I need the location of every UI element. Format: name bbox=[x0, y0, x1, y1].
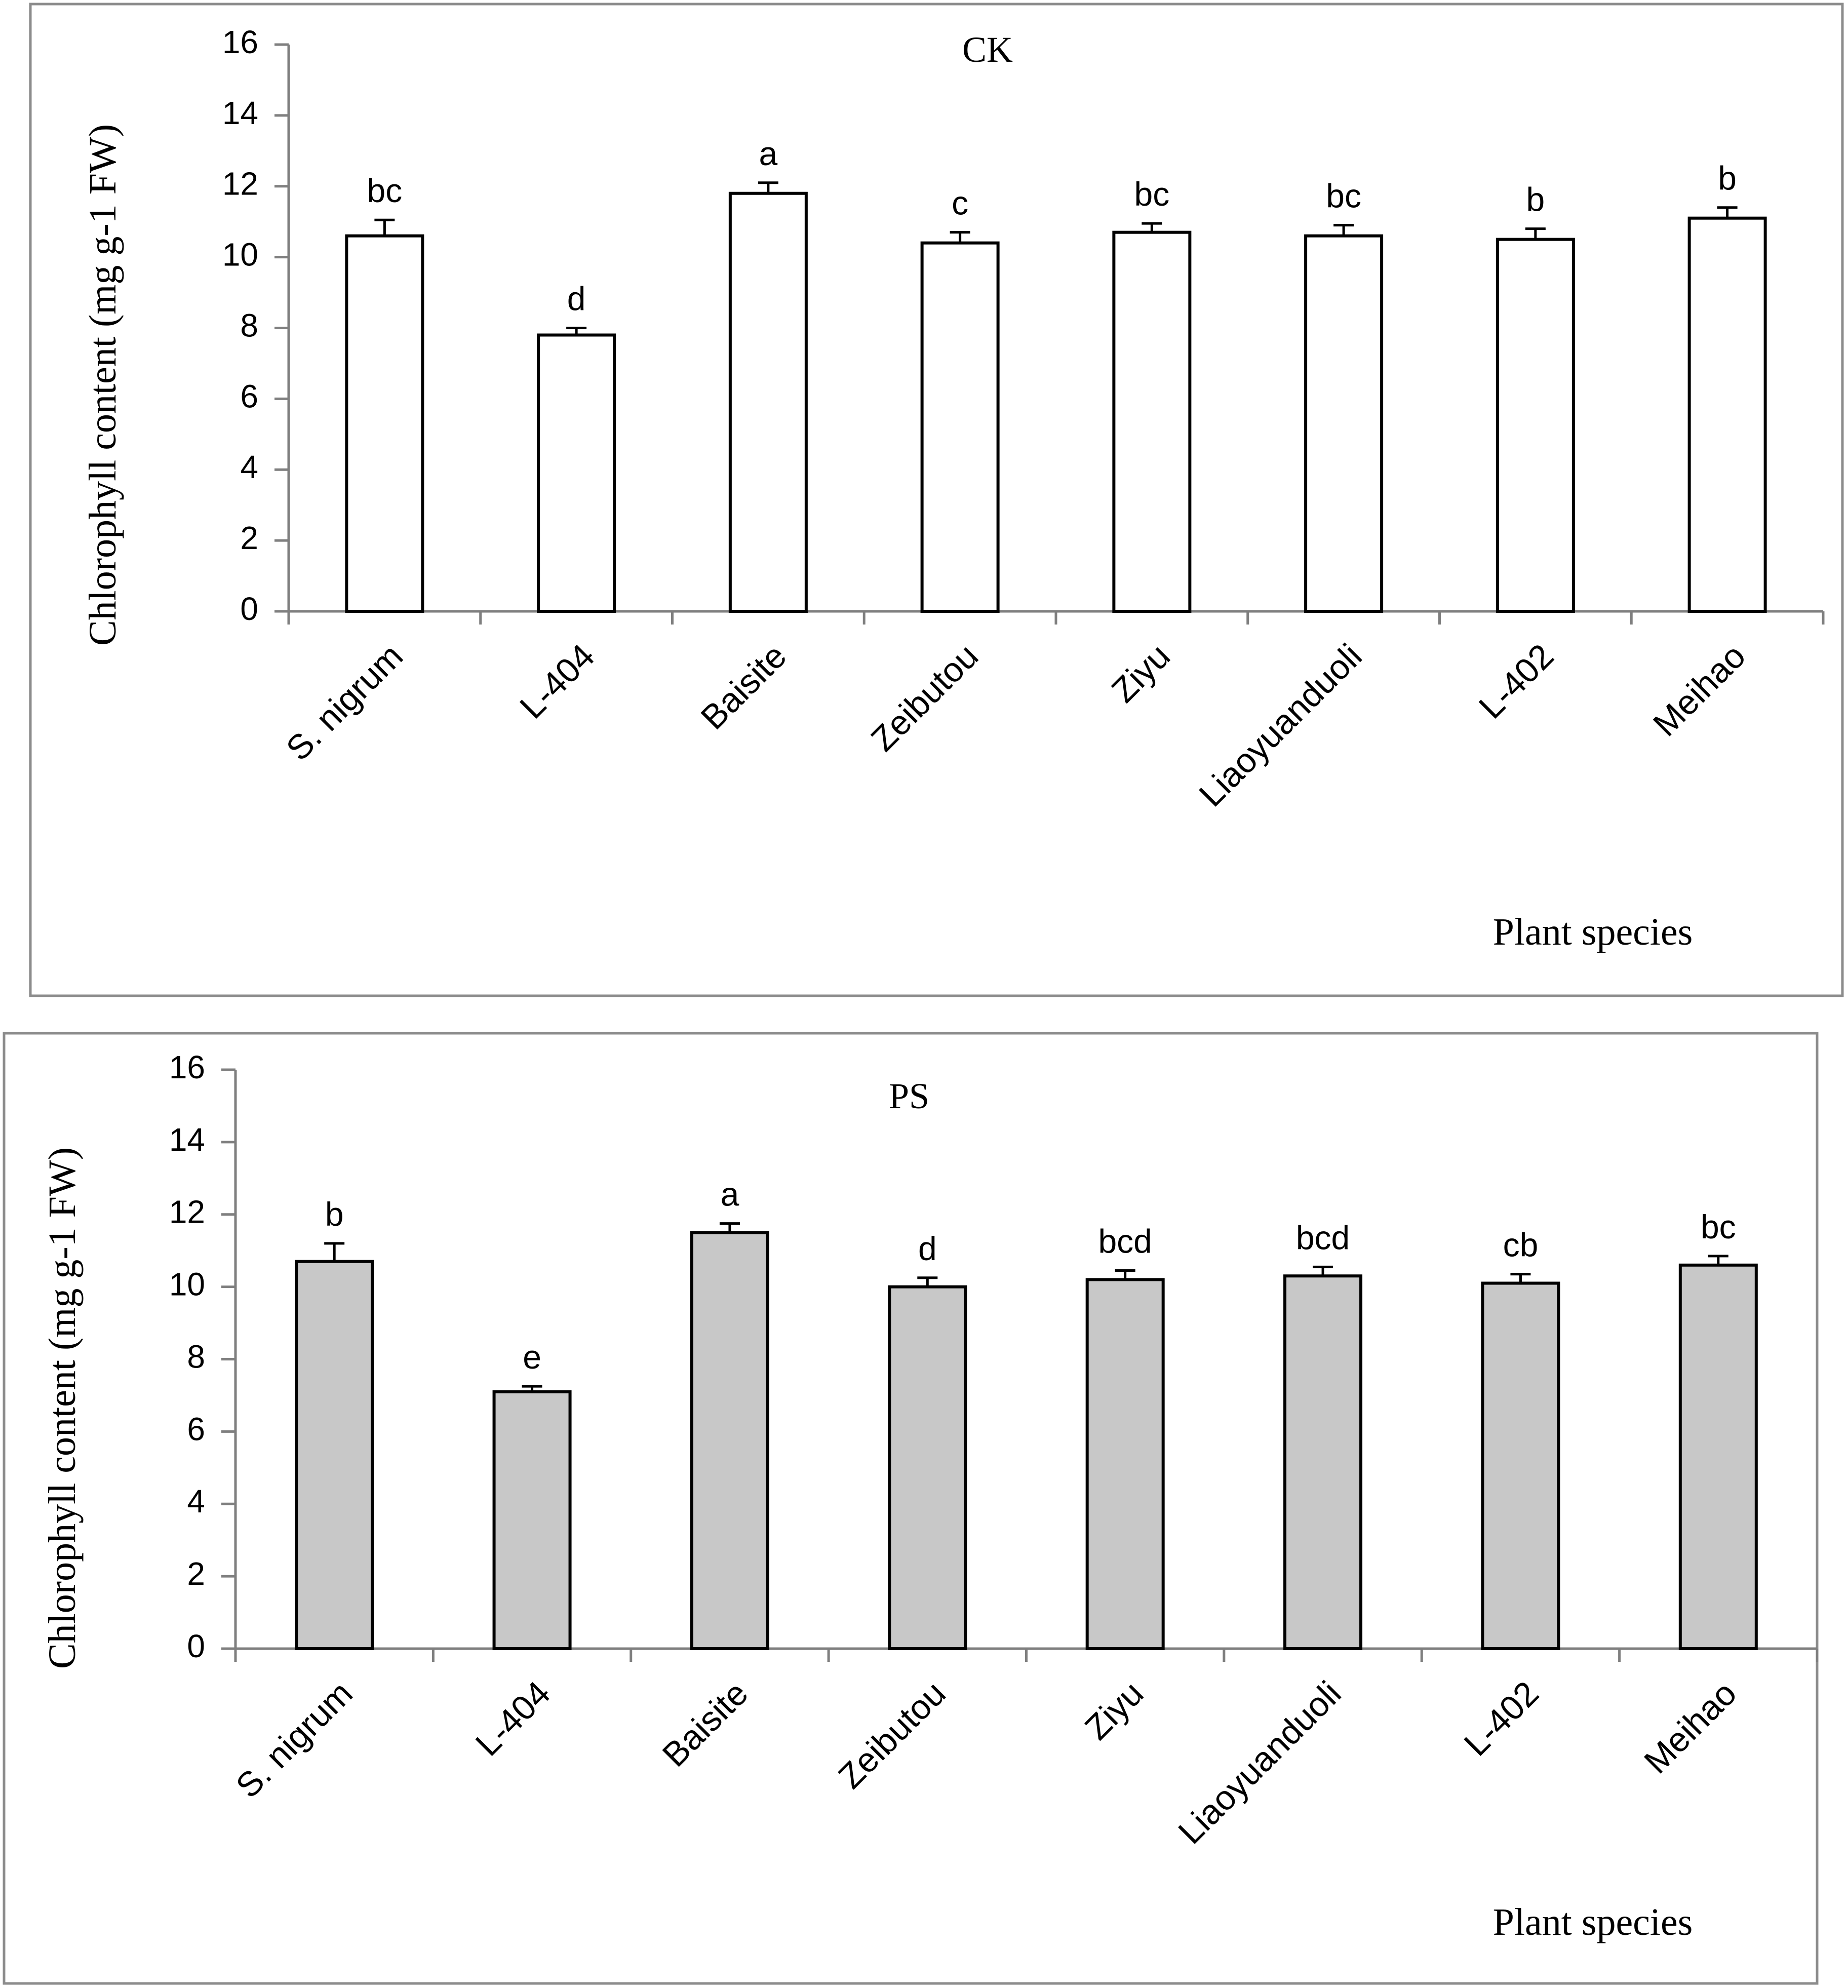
ps-significance-label: a bbox=[721, 1176, 739, 1213]
ck-significance-label: b bbox=[1718, 160, 1737, 197]
ck-x-tick-label: S. nigrum bbox=[279, 637, 410, 768]
ck-x-tick-label: Meihao bbox=[1646, 637, 1753, 744]
ck-y-tick-label: 14 bbox=[222, 95, 258, 131]
ps-y-tick-label: 10 bbox=[169, 1266, 205, 1303]
ps-y-tick-label: 6 bbox=[187, 1411, 205, 1447]
ck-y-tick-label: 4 bbox=[240, 449, 258, 485]
ck-significance-label: bc bbox=[1326, 177, 1361, 215]
ck-x-tick-label: Zeibutou bbox=[863, 637, 986, 759]
ck-y-tick-label: 8 bbox=[240, 307, 258, 343]
ps-x-tick-label: L-404 bbox=[468, 1674, 558, 1764]
ps-x-tick-label: Zeibutou bbox=[831, 1674, 953, 1796]
ck-significance-label: bc bbox=[367, 172, 403, 209]
ck-chart-marks: 0 2 4 6 8 10 12 14 16 bc S. nigrum d L-404 a Baisite c Z… bbox=[222, 24, 1825, 814]
ck-chart-title: CK bbox=[962, 29, 1013, 70]
ck-bar bbox=[1496, 238, 1575, 613]
ck-bar bbox=[920, 241, 1000, 613]
ck-y-tick-label: 2 bbox=[240, 520, 258, 556]
ck-panel-frame bbox=[29, 3, 1844, 997]
ck-x-tick-label: L-404 bbox=[513, 637, 602, 726]
ps-significance-label: bc bbox=[1701, 1208, 1736, 1245]
ps-significance-label: bcd bbox=[1098, 1222, 1152, 1260]
ck-x-axis-title: Plant species bbox=[1493, 911, 1693, 953]
ps-chart-marks: 0 2 4 6 8 10 12 14 16 b S. nigrum e L-404 a Baisite d Ze… bbox=[169, 1049, 1819, 1852]
ck-bar bbox=[345, 234, 424, 613]
ck-significance-label: bc bbox=[1134, 175, 1170, 213]
ck-bar bbox=[728, 191, 808, 613]
ck-significance-label: c bbox=[952, 184, 968, 222]
ck-y-tick-label: 6 bbox=[240, 378, 258, 414]
ck-x-tick-label: Baisite bbox=[693, 637, 794, 737]
ps-bar bbox=[1085, 1278, 1165, 1650]
ck-y-tick-label: 10 bbox=[222, 237, 258, 273]
ps-bar bbox=[1283, 1274, 1363, 1651]
ps-bar bbox=[1481, 1281, 1560, 1650]
ps-y-tick-label: 16 bbox=[169, 1049, 205, 1085]
ps-x-tick-label: L-402 bbox=[1457, 1674, 1546, 1764]
ck-x-tick-label: Liaoyuanduoli bbox=[1192, 637, 1369, 814]
ps-significance-label: d bbox=[918, 1230, 937, 1267]
ps-x-tick-label: Ziyu bbox=[1078, 1674, 1151, 1747]
ps-x-axis-title: Plant species bbox=[1493, 1901, 1693, 1943]
ps-bar bbox=[1678, 1263, 1758, 1650]
ps-chart-title: PS bbox=[889, 1076, 929, 1116]
ps-panel-frame bbox=[3, 1032, 1819, 1985]
ps-bar bbox=[492, 1390, 572, 1650]
ps-x-tick-label: Baisite bbox=[655, 1674, 755, 1774]
ps-bar bbox=[295, 1260, 374, 1650]
ck-chart-panel: CK Chlorophyll content (mg g-1 FW) Plant… bbox=[29, 3, 1844, 997]
ck-significance-label: b bbox=[1526, 181, 1545, 218]
ck-y-tick-label: 12 bbox=[222, 166, 258, 202]
ck-significance-label: d bbox=[567, 280, 586, 318]
ps-y-tick-label: 0 bbox=[187, 1628, 205, 1664]
ps-significance-label: bcd bbox=[1296, 1219, 1350, 1256]
ck-x-tick-label: L-402 bbox=[1472, 637, 1561, 726]
ck-bar bbox=[537, 333, 616, 613]
ps-x-tick-label: S. nigrum bbox=[228, 1674, 360, 1806]
ps-y-tick-label: 14 bbox=[169, 1121, 205, 1158]
ps-significance-label: e bbox=[523, 1338, 541, 1376]
ps-significance-label: b bbox=[325, 1195, 344, 1233]
ck-y-tick-label: 16 bbox=[222, 24, 258, 60]
ps-chart-panel: PS Chlorophyll content (mg g-1 FW) Plant… bbox=[3, 1032, 1819, 1985]
ps-bar bbox=[690, 1231, 769, 1650]
ps-y-tick-label: 4 bbox=[187, 1483, 205, 1519]
ck-bar bbox=[1304, 234, 1384, 613]
ck-x-tick-label: Ziyu bbox=[1104, 637, 1177, 710]
ck-bar bbox=[1112, 230, 1192, 613]
ck-y-tick-label: 0 bbox=[240, 591, 258, 627]
ps-x-tick-label: Liaoyuanduoli bbox=[1171, 1674, 1349, 1852]
ck-y-axis-title: Chlorophyll content (mg g-1 FW) bbox=[82, 124, 124, 646]
ck-bar bbox=[1687, 216, 1767, 613]
ps-bar bbox=[888, 1285, 967, 1650]
ps-x-tick-label: Meihao bbox=[1637, 1674, 1744, 1781]
ps-y-tick-label: 12 bbox=[169, 1194, 205, 1230]
ps-significance-label: cb bbox=[1503, 1226, 1539, 1264]
ps-y-tick-label: 2 bbox=[187, 1555, 205, 1592]
ps-y-axis-title: Chlorophyll content (mg g-1 FW) bbox=[41, 1147, 84, 1669]
ps-y-tick-label: 8 bbox=[187, 1338, 205, 1375]
ck-significance-label: a bbox=[759, 135, 778, 172]
